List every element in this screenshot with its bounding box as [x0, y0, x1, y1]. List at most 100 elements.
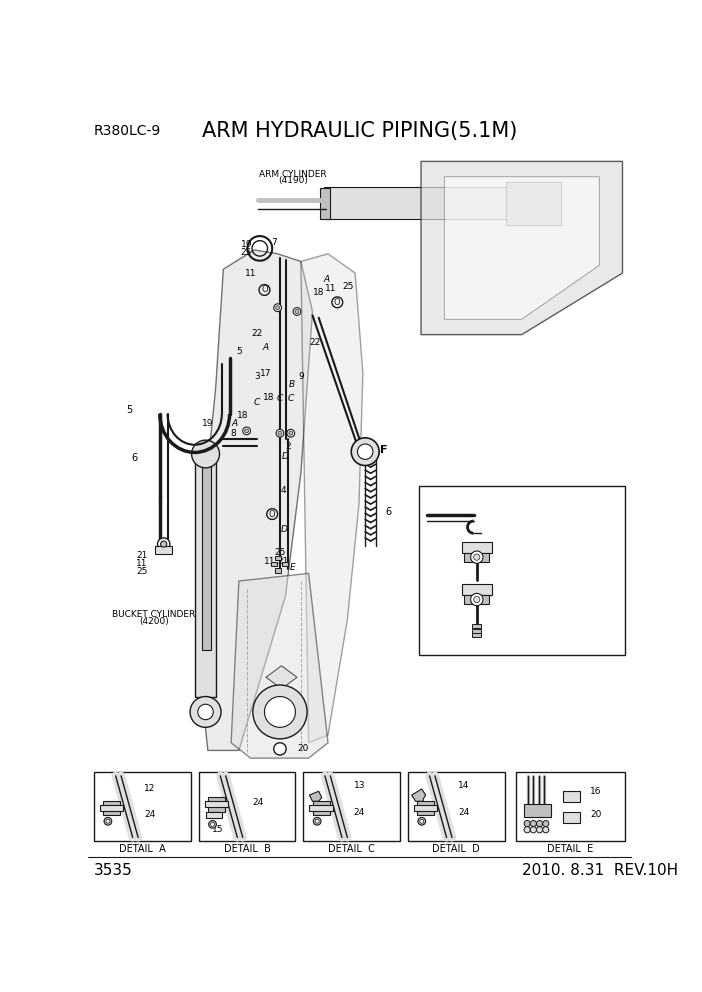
Text: E: E: [290, 562, 296, 571]
Circle shape: [104, 817, 112, 825]
Text: 11: 11: [264, 558, 276, 566]
Text: 21: 21: [277, 558, 289, 566]
Text: 17: 17: [260, 369, 272, 378]
Circle shape: [543, 826, 549, 833]
Circle shape: [470, 551, 483, 563]
Circle shape: [470, 593, 483, 606]
Bar: [320, 188, 329, 219]
Bar: [271, 561, 277, 566]
Text: 20: 20: [297, 744, 308, 753]
Polygon shape: [411, 789, 425, 802]
Text: C: C: [277, 394, 283, 403]
Polygon shape: [231, 573, 328, 758]
Circle shape: [190, 696, 221, 727]
Bar: [194, 450, 216, 696]
Text: A: A: [232, 419, 238, 428]
Circle shape: [245, 429, 249, 433]
Bar: [417, 802, 434, 815]
Circle shape: [536, 826, 543, 833]
Text: A: A: [263, 343, 269, 352]
Text: 24: 24: [145, 809, 156, 818]
Bar: [312, 802, 329, 815]
Text: 23: 23: [508, 582, 520, 591]
Bar: [524, 805, 551, 816]
Bar: [420, 485, 625, 655]
Text: 3: 3: [254, 372, 260, 382]
Bar: [472, 629, 482, 633]
Bar: [303, 772, 400, 841]
Circle shape: [253, 685, 307, 739]
Text: O: O: [261, 286, 267, 295]
Text: 19: 19: [241, 240, 252, 249]
Text: F: F: [380, 445, 388, 455]
Bar: [462, 584, 491, 595]
Text: C: C: [253, 398, 260, 407]
Text: 25: 25: [343, 283, 354, 292]
Circle shape: [211, 822, 215, 826]
Bar: [408, 772, 505, 841]
Text: 24: 24: [458, 807, 470, 816]
Text: R380LC-9: R380LC-9: [94, 124, 161, 138]
Text: ARM HYDRAULIC PIPING(5.1M): ARM HYDRAULIC PIPING(5.1M): [202, 121, 517, 142]
Polygon shape: [310, 792, 322, 802]
Text: 7: 7: [271, 238, 277, 247]
Bar: [155, 547, 172, 555]
Bar: [206, 812, 222, 818]
Circle shape: [315, 819, 319, 823]
Circle shape: [161, 541, 167, 548]
Polygon shape: [266, 666, 297, 688]
Circle shape: [287, 430, 295, 437]
Polygon shape: [270, 696, 293, 713]
Circle shape: [530, 820, 536, 826]
Bar: [205, 802, 228, 807]
Text: 2010. 8.31  REV.10H: 2010. 8.31 REV.10H: [522, 863, 678, 878]
Circle shape: [474, 596, 480, 602]
Text: 13: 13: [354, 782, 365, 791]
Text: 11: 11: [508, 592, 520, 601]
Text: A: A: [324, 275, 329, 284]
Circle shape: [278, 432, 282, 435]
Text: 25: 25: [508, 550, 520, 558]
Circle shape: [313, 817, 321, 825]
Bar: [563, 812, 580, 822]
Text: DETAIL  A: DETAIL A: [119, 844, 166, 854]
Circle shape: [536, 820, 543, 826]
Circle shape: [192, 440, 220, 468]
Circle shape: [265, 696, 296, 727]
Polygon shape: [324, 186, 506, 219]
Text: D: D: [280, 525, 287, 534]
Circle shape: [351, 437, 379, 465]
Text: ARM CYLINDER: ARM CYLINDER: [259, 170, 327, 179]
Bar: [94, 772, 191, 841]
Bar: [563, 792, 580, 802]
Text: 11: 11: [245, 269, 256, 278]
Polygon shape: [301, 254, 363, 743]
Circle shape: [157, 538, 170, 551]
Circle shape: [106, 819, 110, 823]
Text: B: B: [289, 380, 295, 389]
Circle shape: [357, 444, 373, 459]
Text: C: C: [288, 394, 294, 403]
Text: 14: 14: [458, 782, 470, 791]
Text: 25: 25: [274, 548, 286, 558]
Text: 8: 8: [230, 429, 237, 437]
Polygon shape: [197, 250, 312, 750]
Text: 25: 25: [443, 593, 455, 602]
Bar: [199, 772, 296, 841]
Circle shape: [198, 704, 213, 719]
Text: BUCKET CYLINDER: BUCKET CYLINDER: [112, 610, 195, 619]
Text: DETAIL  D: DETAIL D: [432, 844, 480, 854]
Text: 2: 2: [285, 441, 291, 450]
Polygon shape: [506, 183, 560, 225]
Circle shape: [474, 555, 480, 560]
Bar: [462, 542, 491, 553]
Text: 21: 21: [136, 552, 147, 560]
Text: 12: 12: [145, 785, 156, 794]
Circle shape: [289, 432, 293, 435]
Text: 20: 20: [590, 809, 602, 818]
Text: 25: 25: [136, 567, 147, 576]
Text: 11: 11: [508, 542, 520, 551]
Circle shape: [524, 820, 530, 826]
Text: 24: 24: [354, 807, 365, 816]
Text: 22: 22: [309, 338, 320, 347]
